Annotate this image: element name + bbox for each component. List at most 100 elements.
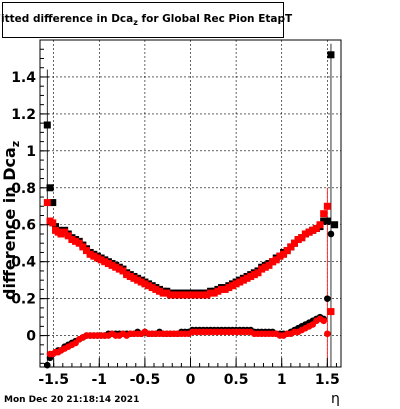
y-tick-label: 1.2 [11, 107, 36, 123]
data-point-square [276, 252, 284, 260]
data-point-square [93, 254, 101, 262]
data-point-circle [324, 295, 331, 302]
chart-title: Fitted difference in Dcaz for Global Rec… [0, 12, 293, 28]
data-point-square [170, 291, 178, 299]
x-tick-label: -1 [92, 372, 108, 388]
data-point-square [323, 202, 331, 210]
x-tick-label: 1 [277, 372, 287, 388]
y-tick-label: 0.8 [11, 181, 36, 197]
data-point-square [272, 256, 280, 264]
data-point-square [75, 239, 83, 247]
data-point-circle [327, 308, 335, 315]
data-point-square [207, 289, 215, 297]
data-point-square [258, 265, 266, 273]
data-point-square [247, 272, 255, 280]
data-point-square [192, 291, 200, 299]
data-point-square [57, 230, 65, 238]
axis-ticks [40, 48, 337, 367]
data-point-square [203, 291, 211, 299]
x-tick-label: -1.5 [38, 372, 69, 388]
title-box: Fitted difference in Dcaz for Global Rec… [0, 2, 292, 38]
data-point-square [64, 232, 72, 240]
data-point-square [115, 265, 123, 273]
data-points [43, 43, 339, 369]
data-point-square [177, 291, 185, 299]
data-point-square [166, 291, 174, 299]
y-tick-label: 0.4 [11, 255, 36, 271]
data-point-square [90, 252, 98, 260]
data-point-square [181, 291, 189, 299]
data-point-square [280, 250, 288, 258]
data-point-square [49, 199, 57, 207]
data-point-square [141, 280, 149, 288]
data-point-square [163, 289, 171, 297]
y-tick-label: 0.2 [11, 292, 36, 308]
data-point-square [232, 280, 240, 288]
data-point-square [239, 276, 247, 284]
data-point-square [196, 291, 204, 299]
data-point-square [236, 278, 244, 286]
data-point-square [86, 250, 94, 258]
data-point-square [320, 217, 328, 225]
y-tick-label: 1 [26, 144, 36, 160]
y-axis-label: difference in Dcaz [0, 140, 23, 300]
data-point-square [159, 289, 167, 297]
data-point-square [294, 236, 302, 244]
data-point-square [126, 272, 134, 280]
data-point-circle [320, 317, 327, 325]
data-point-square [309, 226, 317, 234]
data-point-square [269, 258, 277, 266]
data-point-square [320, 210, 328, 218]
y-tick-label: 0.6 [11, 218, 36, 234]
data-point-square [312, 224, 320, 232]
tick-labels: -1.5 -1 -0.5 0 0.5 1 1.5 0 0.2 0.4 0.6 0.8 1 1.2 1.4 [11, 70, 340, 388]
data-point-square [97, 256, 105, 264]
data-point-square [123, 271, 131, 279]
y-tick-label: 0 [26, 329, 36, 345]
data-point-square [265, 261, 273, 269]
data-point-square [250, 271, 258, 279]
data-point-square [155, 287, 163, 295]
x-tick-label: 1.5 [315, 372, 340, 388]
grid-lines [40, 40, 341, 367]
data-point-square [49, 219, 57, 227]
data-point-square [210, 289, 218, 297]
data-point-square [101, 258, 109, 266]
data-point-square [228, 282, 236, 290]
data-point-square [104, 260, 112, 268]
data-point-circle [331, 221, 338, 229]
x-tick-label: 0.5 [224, 372, 249, 388]
data-point-circle [327, 230, 335, 238]
data-point-square [148, 284, 156, 292]
data-point-square [199, 291, 207, 299]
data-point-square [323, 217, 331, 225]
x-tick-label: -0.5 [130, 372, 161, 388]
data-point-square [46, 184, 54, 192]
data-point-square [225, 284, 233, 292]
data-point-square [316, 221, 324, 229]
y-tick-label: 1.4 [11, 70, 36, 86]
data-point-square [283, 247, 291, 255]
data-point-square [243, 274, 251, 282]
data-point-square [43, 199, 51, 207]
data-point-circle [324, 330, 331, 338]
data-point-square [218, 285, 226, 293]
data-point-square [52, 223, 60, 231]
data-point-square [214, 287, 222, 295]
data-point-square [301, 230, 309, 238]
data-point-square [61, 228, 69, 236]
data-point-square [188, 291, 196, 299]
data-point-square [261, 263, 269, 271]
data-point-square [254, 269, 262, 277]
data-point-square [83, 247, 91, 255]
data-point-square [68, 236, 76, 244]
data-point-square [119, 267, 127, 275]
data-point-square [130, 274, 138, 282]
data-point-square [298, 234, 306, 242]
data-point-square [72, 237, 80, 245]
data-point-square [174, 291, 182, 299]
x-axis-label: η [331, 391, 340, 407]
data-point-square [43, 121, 51, 129]
data-point-square [79, 243, 87, 251]
